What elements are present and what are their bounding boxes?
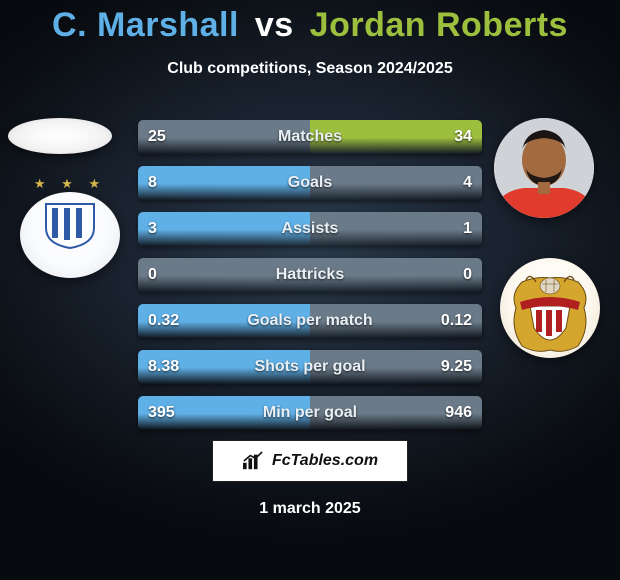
stat-bar-left [138,120,310,154]
player2-club-crest [500,258,600,358]
stat-bar-right [310,396,482,430]
stat-bar-left [138,212,310,246]
player2-photo [494,118,594,218]
subtitle: Club competitions, Season 2024/2025 [0,60,620,78]
stat-row: Assists31 [138,212,482,246]
stat-bar-right [310,304,482,338]
player1-club-crest: ★ ★ ★ [20,178,120,278]
title-player2: Jordan Roberts [310,6,568,44]
page-title: C. Marshall vs Jordan Roberts [0,6,620,45]
stat-bar-left [138,304,310,338]
crest-stars-icon: ★ ★ ★ [20,176,120,192]
stat-bar-right [310,258,482,292]
stat-bar-left [138,350,310,384]
title-vs: vs [255,6,294,44]
stat-row: Goals84 [138,166,482,200]
stat-bar-left [138,396,310,430]
player1-photo-placeholder [8,118,112,154]
stat-row: Shots per goal8.389.25 [138,350,482,384]
stat-row: Goals per match0.320.12 [138,304,482,338]
stat-bar-right [310,120,482,154]
footer-date: 1 march 2025 [0,500,620,518]
stat-bar-left [138,166,310,200]
stat-bar-left [138,258,310,292]
title-player1: C. Marshall [52,6,239,44]
stat-row: Matches2534 [138,120,482,154]
stat-bar-right [310,166,482,200]
stat-bars: Matches2534 Goals84 Assists31 Hattricks00 Go… [138,120,482,442]
stat-row: Hattricks00 [138,258,482,292]
crest-shield-icon [42,202,98,250]
stat-bar-right [310,212,482,246]
bar-chart-icon [242,451,264,471]
brand-text: FcTables.com [272,452,378,470]
stat-bar-right [310,350,482,384]
stat-row: Min per goal395946 [138,396,482,430]
brand-badge: FcTables.com [212,440,408,482]
